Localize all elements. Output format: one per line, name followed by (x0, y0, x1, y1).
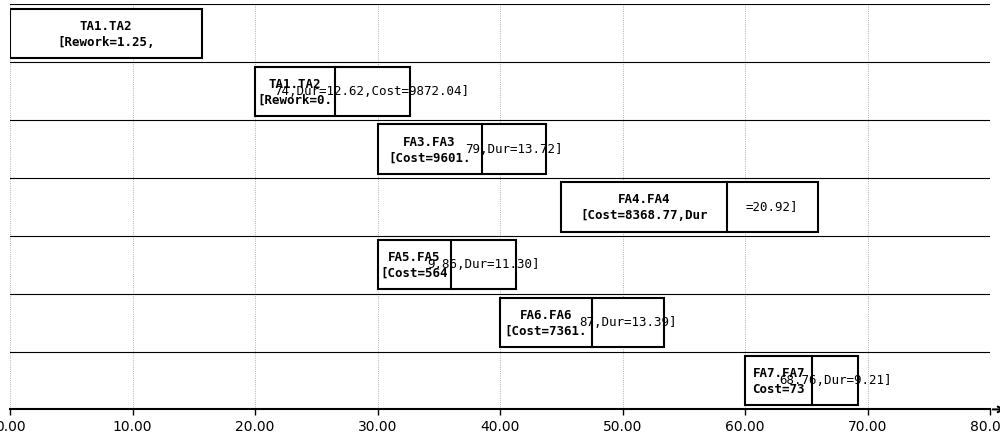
Text: [Rework=0.: [Rework=0. (257, 93, 332, 106)
Text: 68.76,Dur=9.21]: 68.76,Dur=9.21] (779, 374, 891, 387)
Text: FA7.FA7: FA7.FA7 (752, 367, 805, 380)
Text: 9.86,Dur=11.30]: 9.86,Dur=11.30] (427, 258, 540, 271)
Bar (378, 240, 516, 289)
Text: [Cost=564: [Cost=564 (380, 267, 448, 280)
Text: 79,Dur=13.72]: 79,Dur=13.72] (465, 142, 562, 156)
Text: TA1.TA2: TA1.TA2 (269, 78, 321, 91)
Text: [Cost=9601.: [Cost=9601. (388, 151, 471, 164)
Text: [Cost=8368.77,Dur: [Cost=8368.77,Dur (580, 209, 708, 222)
Bar (561, 182, 818, 231)
Text: FA3.FA3: FA3.FA3 (403, 136, 456, 149)
Bar (378, 125, 546, 174)
Text: FA4.FA4: FA4.FA4 (618, 194, 670, 206)
Bar (10, 9, 202, 58)
Text: Cost=73: Cost=73 (752, 383, 805, 396)
Bar (500, 298, 664, 347)
Text: FA6.FA6: FA6.FA6 (520, 309, 572, 322)
Text: 87,Dur=13.39]: 87,Dur=13.39] (579, 316, 677, 329)
Text: [Cost=7361.: [Cost=7361. (505, 325, 587, 338)
Text: TA1.TA2: TA1.TA2 (80, 20, 132, 33)
Text: FA5.FA5: FA5.FA5 (388, 251, 440, 264)
Text: [Rework=1.25,: [Rework=1.25, (57, 36, 155, 49)
Text: =20.92]: =20.92] (746, 200, 798, 214)
Bar (745, 356, 858, 405)
Text: 74,Dur=12.62,Cost=9872.04]: 74,Dur=12.62,Cost=9872.04] (275, 85, 470, 98)
Bar (255, 67, 410, 116)
